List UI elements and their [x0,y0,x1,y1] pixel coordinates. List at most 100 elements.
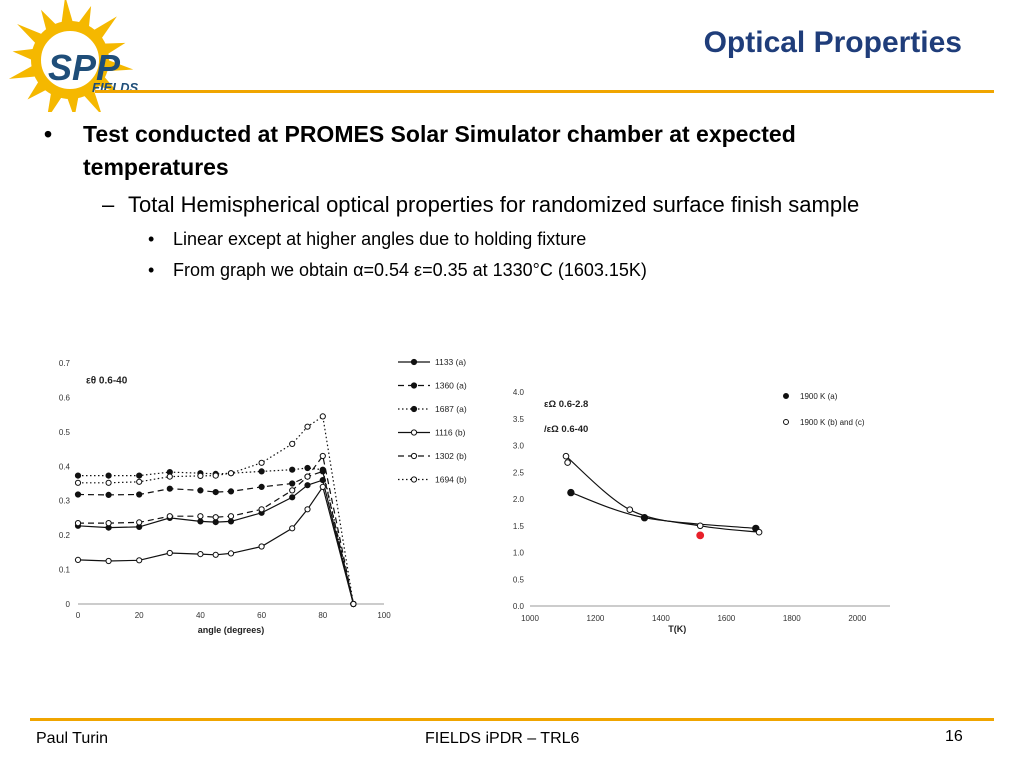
data-point [74,472,82,479]
data-point [304,464,311,472]
sun-ray [105,59,134,72]
x-tick-label: 40 [196,611,205,620]
legend-label: 1687 (a) [435,404,467,414]
y-tick-label: 0.3 [59,497,71,506]
data-point [136,472,143,479]
sun-icon [8,0,134,112]
series-line [77,485,354,605]
legend-marker [410,358,418,366]
y-tick-label: 0.0 [513,602,525,611]
chart-annotation: /εΩ 0.6-40 [544,424,588,435]
data-point [258,459,265,466]
x-tick-label: 20 [135,611,144,620]
dot-marker: • [148,229,155,249]
x-tick-label: 60 [257,611,266,620]
data-point [197,518,204,525]
data-point [227,488,235,495]
data-point [197,487,204,494]
data-point [197,551,204,558]
bullet-level-2: – Total Hemispherical optical properties… [40,189,940,220]
data-point [227,470,235,477]
legend-marker [783,393,789,399]
legend-label: 1900 K (b) and (c) [800,418,865,427]
y-tick-label: 3.5 [513,415,525,424]
data-point [212,489,219,496]
data-point [105,520,112,527]
data-point [562,452,570,460]
data-point [319,413,326,420]
data-point [197,513,204,520]
y-tick-label: 4.0 [513,388,525,397]
legend-marker [410,476,418,483]
footer-author: Paul Turin [36,730,109,747]
x-axis-label: angle (degrees) [198,625,265,635]
sun-ray [17,24,44,45]
sun-ray [77,6,92,29]
bullet-level-3: • From graph we obtain α=0.54 ε=0.35 at … [40,258,940,282]
sun-ray [66,96,79,112]
bullet-level-3: • Linear except at higher angles due to … [40,227,940,251]
data-point [212,551,219,558]
footer-title: FIELDS iPDR – TRL6 [425,730,580,747]
legend-marker [410,429,418,436]
data-point [227,518,235,525]
data-point [105,491,112,498]
sun-ray [47,91,63,112]
slide-title: Optical Properties [703,26,962,59]
y-tick-label: 2.5 [513,468,525,477]
data-point [696,522,704,530]
sun-ray [12,48,35,61]
data-point [136,491,143,498]
data-point [74,556,82,563]
series-line [78,467,354,605]
x-tick-label: 1600 [717,614,735,623]
sun-ray [92,16,117,40]
x-tick-label: 1000 [521,614,539,623]
data-point [319,466,326,473]
legend-marker [783,419,789,425]
data-point [304,423,311,430]
data-point [105,557,112,565]
sun-ray [103,42,126,55]
x-tick-label: 0 [76,611,81,620]
data-point [258,543,265,550]
legend-label: 1133 (a) [435,357,466,367]
legend-label: 1900 K (a) [800,392,838,401]
legend-label: 1694 (b) [435,475,467,485]
data-point [640,514,649,522]
data-point [289,480,296,487]
y-tick-label: 0 [66,600,71,609]
data-point [304,482,311,489]
series-line [78,415,354,605]
data-point [212,472,219,479]
page-number: 16 [945,728,963,745]
data-point [696,531,705,540]
chart-annotation: εθ 0.6-40 [86,376,128,387]
data-point [304,473,311,480]
data-point [136,557,143,564]
dash-marker: – [102,192,115,217]
x-tick-label: 100 [377,611,391,620]
series-line [77,479,354,605]
data-point [289,466,296,473]
data-point [304,506,311,513]
sun-ray [8,65,37,79]
y-tick-label: 1.0 [513,549,525,558]
data-point [136,478,143,485]
x-tick-label: 1200 [587,614,605,623]
sun-ray [61,0,74,24]
y-tick-label: 0.5 [59,428,71,437]
y-tick-label: 0.1 [59,566,71,575]
data-point [166,473,173,480]
data-point [166,485,173,492]
data-point [166,513,173,520]
y-tick-label: 0.2 [59,531,71,540]
legend-label: 1116 (b) [435,428,466,438]
data-point [74,479,82,486]
x-tick-label: 1800 [783,614,801,623]
y-tick-label: 0.7 [59,359,71,368]
data-point [227,550,235,557]
legend-label: 1302 (b) [435,451,467,461]
data-point [166,549,173,557]
title-rule [95,90,994,93]
